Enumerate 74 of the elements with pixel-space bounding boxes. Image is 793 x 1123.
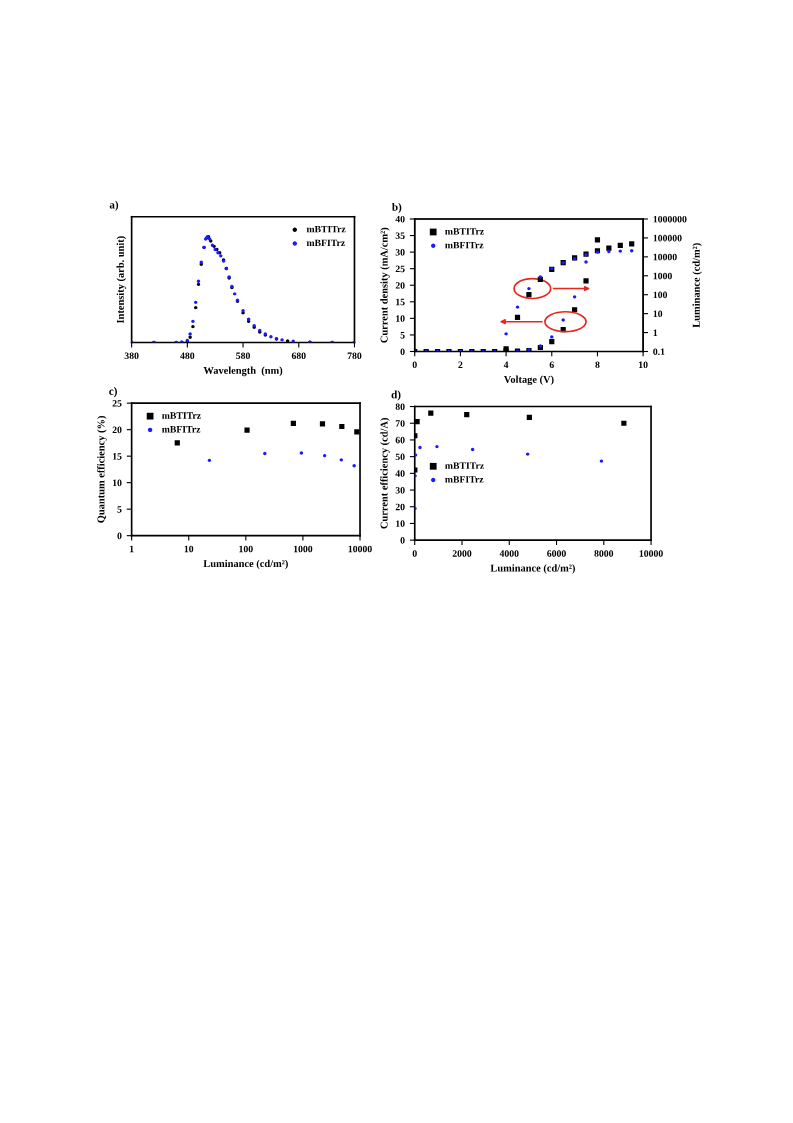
y-axis-title: Quantum efficiency (%): [97, 416, 107, 523]
y-axis-title: Intensity (arb. unit): [116, 236, 127, 324]
legend-label: mBTITrz: [445, 462, 484, 469]
x-tick-label: 8: [595, 361, 600, 369]
y-tick-label: 15: [112, 453, 122, 460]
legend-label: mBTITrz: [162, 412, 201, 419]
y-tick-label: 50: [395, 453, 405, 461]
y2-tick-label: 1000000: [653, 215, 687, 223]
x-tick-label: 10: [639, 361, 648, 369]
x-tick-label: 2: [458, 361, 463, 368]
y-tick-label: 10: [112, 479, 122, 487]
y-tick-label: 40: [395, 215, 405, 223]
legend-label: mBFITrz: [306, 239, 345, 247]
x-tick-label: 8000: [594, 550, 614, 557]
x-tick-label: 2000: [452, 550, 472, 557]
x-axis-title: Luminance (cd/m²): [490, 564, 575, 574]
x-tick-label: 1: [129, 545, 134, 553]
y2-tick-label: 1000: [653, 272, 672, 280]
y-axis-title: Current efficiency (cd/A): [380, 418, 390, 529]
y2-tick-label: 0.1: [653, 348, 665, 356]
x-tick-label: 4: [503, 361, 509, 368]
legend-label: mBFITrz: [162, 426, 201, 433]
legend-label: mBTITrz: [306, 225, 346, 233]
y-tick-label: 10: [396, 520, 405, 527]
legend-label: mBTITrz: [445, 228, 484, 235]
x-tick-label: 10: [184, 545, 194, 553]
chart-title: c): [109, 387, 117, 398]
y-tick-label: 10: [396, 315, 405, 322]
x-tick-label: 0: [412, 550, 417, 557]
x-axis-title: Luminance (cd/m²): [203, 559, 288, 570]
x-tick-label: 10000: [639, 550, 663, 557]
y-tick-label: 25: [112, 400, 122, 407]
x-axis-title: Voltage (V): [503, 375, 554, 386]
y-tick-label: 5: [117, 506, 122, 513]
y-tick-label: 35: [395, 232, 405, 240]
y-tick-label: 30: [395, 249, 405, 256]
x-tick-label: 680: [291, 352, 306, 360]
y-tick-label: 80: [395, 403, 405, 410]
y-tick-label: 30: [395, 486, 405, 494]
y-tick-label: 60: [395, 436, 405, 444]
x-tick-label: 780: [347, 352, 362, 360]
y-tick-label: 70: [395, 420, 405, 427]
chart-title: a): [109, 200, 119, 211]
y-tick-label: 15: [396, 298, 405, 306]
y-tick-label: 40: [395, 470, 405, 477]
y2-tick-label: 100000: [653, 234, 682, 242]
y-tick-label: 25: [395, 265, 405, 273]
x-tick-label: 6: [549, 361, 554, 369]
chart-title: b): [392, 202, 402, 214]
x-tick-label: 4000: [499, 550, 519, 557]
y-tick-label: 20: [112, 426, 122, 434]
y-tick-label: 0: [117, 532, 122, 540]
y-tick-label: 5: [400, 331, 405, 339]
y2-tick-label: 10000: [653, 253, 677, 261]
x-tick-label: 1000: [293, 545, 313, 553]
x-tick-label: 6000: [547, 550, 566, 557]
y2-tick-label: 1: [653, 329, 658, 336]
y2-tick-label: 100: [653, 291, 668, 299]
x-tick-label: 0: [412, 361, 417, 369]
x-tick-label: 580: [236, 352, 250, 360]
x-tick-label: 380: [124, 352, 139, 360]
legend-label: mBFITrz: [445, 476, 484, 483]
y-tick-label: 20: [395, 503, 405, 511]
y-tick-label: 0: [400, 537, 405, 544]
y-axis-title: Current density (mA/cm²): [380, 227, 390, 343]
x-axis-title: Wavelength (nm): [203, 366, 283, 377]
y2-axis-title: Luminance (cd/m²): [692, 243, 702, 328]
x-tick-label: 100: [239, 545, 253, 553]
chart-title: d): [391, 390, 401, 401]
x-tick-label: 10000: [348, 545, 372, 553]
y-tick-label: 20: [395, 282, 405, 289]
x-tick-label: 480: [180, 352, 195, 360]
y2-tick-label: 10: [653, 310, 663, 318]
legend-label: mBFITrz: [445, 241, 484, 249]
